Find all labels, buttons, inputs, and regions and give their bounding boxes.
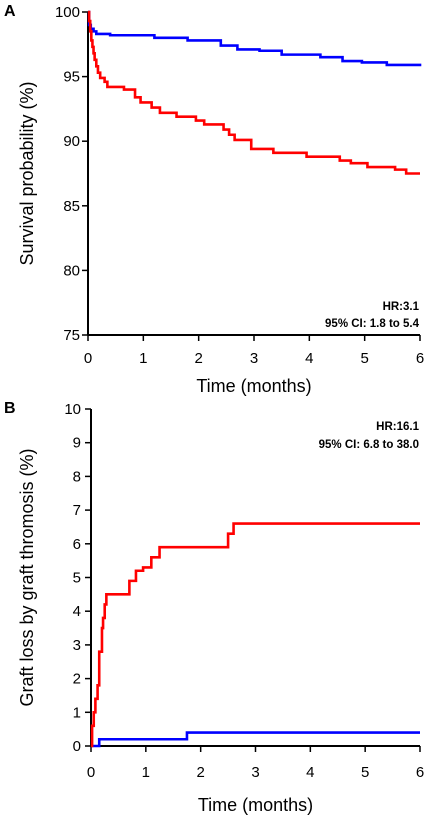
series-line-blue bbox=[91, 731, 420, 748]
y-tick-label: 4 bbox=[73, 603, 81, 620]
y-tick-label: 100 bbox=[55, 4, 80, 21]
x-tick-label: 0 bbox=[87, 764, 95, 781]
x-tick-label: 6 bbox=[416, 350, 424, 367]
hazard-ratio-label: HR:3.1 bbox=[383, 301, 420, 313]
y-tick-label: 80 bbox=[63, 262, 80, 279]
series-line-blue bbox=[87, 10, 422, 67]
y-tick-label: 2 bbox=[73, 671, 81, 688]
x-tick-label: 2 bbox=[196, 764, 204, 781]
y-tick-label: 85 bbox=[63, 198, 80, 215]
y-tick-label: 3 bbox=[73, 637, 81, 654]
series-line-red bbox=[90, 522, 420, 748]
x-axis-title: Time (months) bbox=[198, 795, 313, 815]
x-tick-label: 6 bbox=[416, 764, 424, 781]
chart-panel-b: B 0 1 2 3 4 5 6 7 8 9 10 0 1 2 3 4 5 6 Time (months) Graft l… bbox=[4, 400, 424, 815]
y-tick-label: 9 bbox=[73, 435, 81, 452]
y-tick-label: 10 bbox=[64, 401, 81, 418]
x-tick-label: 2 bbox=[194, 350, 202, 367]
x-tick-label: 0 bbox=[84, 350, 92, 367]
x-axis-title: Time (months) bbox=[196, 376, 311, 396]
x-tick-label: 4 bbox=[306, 764, 314, 781]
confidence-interval-label: 95% CI: 6.8 to 38.0 bbox=[319, 439, 419, 451]
y-tick-label: 75 bbox=[63, 327, 80, 344]
y-tick-label: 5 bbox=[73, 570, 81, 587]
y-axis-title: Survival probability (%) bbox=[17, 81, 37, 265]
x-tick-label: 5 bbox=[361, 764, 369, 781]
x-tick-label: 4 bbox=[305, 350, 313, 367]
confidence-interval-label: 95% CI: 1.8 to 5.4 bbox=[325, 318, 420, 330]
y-tick-label: 0 bbox=[73, 738, 81, 755]
y-tick-label: 6 bbox=[73, 536, 81, 553]
y-tick-label: 1 bbox=[73, 704, 81, 721]
y-tick-label: 95 bbox=[63, 69, 80, 86]
hazard-ratio-label: HR:16.1 bbox=[376, 421, 419, 433]
x-tick-label: 1 bbox=[139, 350, 147, 367]
panel-letter: A bbox=[4, 3, 16, 20]
x-tick-label: 3 bbox=[250, 350, 258, 367]
x-tick-label: 3 bbox=[251, 764, 259, 781]
y-tick-label: 90 bbox=[63, 133, 80, 150]
x-tick-label: 1 bbox=[142, 764, 150, 781]
y-tick-label: 8 bbox=[73, 468, 81, 485]
chart-panel-a: A 75 80 85 90 95 100 0 1 2 3 4 5 6 Time (months) Surviv… bbox=[4, 3, 424, 396]
series-line-red bbox=[87, 10, 420, 175]
y-axis-title: Graft loss by graft thromosis (%) bbox=[17, 448, 37, 706]
x-tick-label: 5 bbox=[360, 350, 368, 367]
y-tick-label: 7 bbox=[73, 502, 81, 519]
panel-letter: B bbox=[4, 400, 16, 417]
